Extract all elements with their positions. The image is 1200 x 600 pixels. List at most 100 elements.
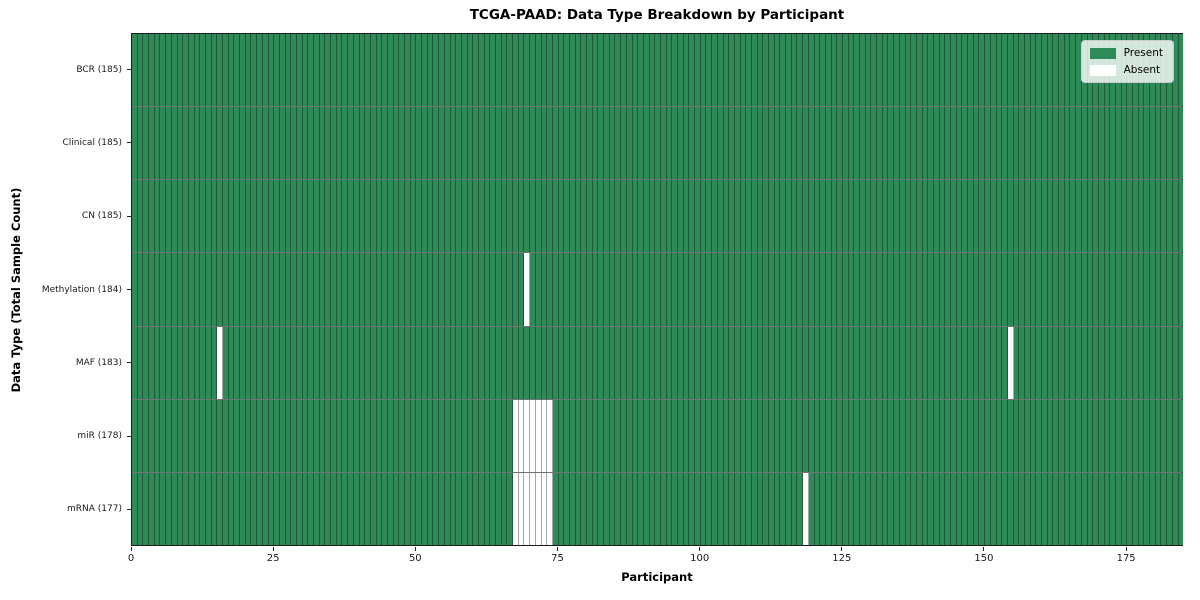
heatmap-cell (382, 107, 388, 180)
heatmap-cell (683, 34, 690, 107)
heatmap-cell (530, 326, 536, 399)
heatmap-cell (279, 326, 286, 399)
heatmap-cell (530, 34, 536, 107)
y-tick-mark (127, 508, 131, 510)
heatmap-cell (1178, 253, 1184, 326)
heatmap-cell (678, 472, 684, 545)
heatmap-cell (814, 180, 821, 253)
heatmap-cell (825, 180, 832, 253)
heatmap-cell (1178, 180, 1184, 253)
heatmap-cell (626, 399, 633, 472)
heatmap-cell (211, 34, 218, 107)
heatmap-cell (257, 107, 263, 180)
heatmap-cell (865, 180, 872, 253)
heatmap-cell (1121, 326, 1128, 399)
heatmap-cell (769, 253, 775, 326)
heatmap-cell (587, 34, 593, 107)
heatmap-cell (922, 107, 929, 180)
heatmap-cell (160, 326, 167, 399)
heatmap-cell (296, 253, 303, 326)
heatmap-cell (467, 326, 474, 399)
heatmap-cell (308, 34, 314, 107)
heatmap-cell (922, 472, 929, 545)
heatmap-cell (803, 180, 809, 253)
heatmap-cell (541, 399, 548, 472)
heatmap-cell (1007, 180, 1014, 253)
heatmap-cell (831, 399, 838, 472)
heatmap-cell (467, 180, 474, 253)
heatmap-cell (899, 326, 906, 399)
heatmap-cell (547, 34, 553, 107)
heatmap-cell (456, 34, 462, 107)
heatmap-cell (325, 326, 332, 399)
x-tick-label: 150 (974, 553, 994, 564)
heatmap-cell (1064, 107, 1071, 180)
heatmap-cell (302, 34, 309, 107)
heatmap-cell (1144, 107, 1151, 180)
heatmap-cell (405, 253, 411, 326)
heatmap-cell (797, 472, 804, 545)
heatmap-cell (678, 399, 684, 472)
heatmap-cell (552, 107, 559, 180)
heatmap-cell (530, 253, 536, 326)
heatmap-cell (353, 253, 360, 326)
heatmap-cell (717, 180, 724, 253)
heatmap-cell (501, 326, 508, 399)
heatmap-cell (996, 180, 1003, 253)
heatmap-cell (848, 472, 855, 545)
heatmap-cell (444, 326, 451, 399)
heatmap-cell (513, 180, 519, 253)
heatmap-cell (1013, 107, 1020, 180)
heatmap-cell (507, 326, 514, 399)
heatmap-cell (496, 107, 502, 180)
heatmap-cell (951, 326, 957, 399)
heatmap-cell (928, 472, 934, 545)
heatmap-cell (501, 34, 508, 107)
heatmap-cell (245, 107, 252, 180)
heatmap-cell (422, 399, 428, 472)
heatmap-cell (717, 34, 724, 107)
heatmap-cell (507, 253, 514, 326)
heatmap-cell (1030, 399, 1037, 472)
heatmap-cell (518, 180, 525, 253)
y-tick-label: miR (178) (77, 431, 122, 442)
legend-swatch-absent-icon (1089, 64, 1116, 76)
heatmap-cell (604, 180, 610, 253)
heatmap-cell (643, 472, 650, 545)
heatmap-cell (291, 472, 297, 545)
heatmap-cell (928, 34, 934, 107)
heatmap-cell (1161, 326, 1168, 399)
heatmap-cell (922, 399, 929, 472)
heatmap-cell (188, 253, 195, 326)
heatmap-cell (939, 180, 946, 253)
heatmap-cell (478, 107, 485, 180)
heatmap-cell (1138, 472, 1145, 545)
heatmap-cell (751, 180, 758, 253)
heatmap-cell (245, 472, 252, 545)
heatmap-cell (461, 107, 468, 180)
heatmap-cell (763, 34, 769, 107)
heatmap-cell (314, 253, 320, 326)
heatmap-cell (831, 107, 838, 180)
heatmap-cell (598, 107, 605, 180)
heatmap-cell (1138, 180, 1145, 253)
heatmap-cell (1161, 253, 1168, 326)
heatmap-cell (405, 326, 411, 399)
heatmap-cell (456, 107, 462, 180)
heatmap-cell (905, 253, 912, 326)
heatmap-cell (979, 326, 986, 399)
heatmap-cell (467, 472, 474, 545)
heatmap-cell (763, 253, 769, 326)
heatmap-cell (712, 253, 718, 326)
heatmap-cell (842, 399, 849, 472)
heatmap-cell (285, 399, 292, 472)
heatmap-cell (137, 399, 144, 472)
heatmap-cell (797, 253, 804, 326)
heatmap-cell (592, 180, 599, 253)
heatmap-cell (660, 326, 667, 399)
heatmap-cell (279, 472, 286, 545)
heatmap-cell (149, 180, 155, 253)
heatmap-cell (336, 399, 343, 472)
heatmap-cell (808, 326, 815, 399)
heatmap-cell (308, 180, 314, 253)
